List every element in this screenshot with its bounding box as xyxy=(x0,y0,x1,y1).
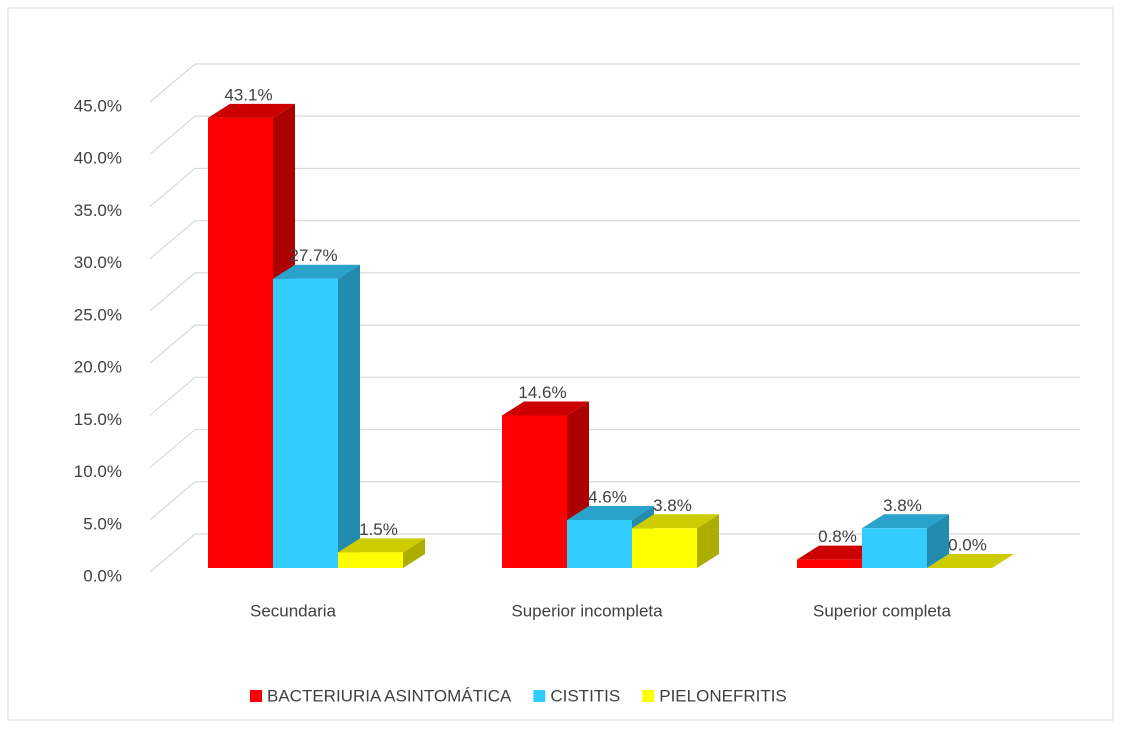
bar xyxy=(797,559,862,568)
y-tick-label: 35.0% xyxy=(74,201,122,220)
data-label: 3.8% xyxy=(883,496,922,515)
grid-line xyxy=(149,63,1080,103)
legend-swatch xyxy=(642,690,655,702)
bar xyxy=(208,117,273,568)
grid-line xyxy=(149,115,1080,155)
grid-line xyxy=(149,167,1080,207)
bar-top xyxy=(208,103,295,118)
data-label: 14.6% xyxy=(518,383,566,402)
grid-line xyxy=(149,481,1080,521)
grid-line xyxy=(149,220,1080,260)
grid-line xyxy=(149,272,1080,312)
bar-top xyxy=(502,401,589,416)
x-tick-label: Secundaria xyxy=(250,601,337,620)
y-tick-label: 30.0% xyxy=(74,253,122,272)
legend-label: PIELONEFRITIS xyxy=(659,686,787,705)
grid-line xyxy=(149,324,1080,364)
y-tick-label: 25.0% xyxy=(74,305,122,324)
data-label: 0.8% xyxy=(818,527,857,546)
data-label: 4.6% xyxy=(588,487,627,506)
bar-side xyxy=(927,514,949,568)
y-tick-label: 45.0% xyxy=(74,96,122,115)
bar xyxy=(502,415,567,568)
legend-swatch xyxy=(250,690,262,702)
x-tick-label: Superior incompleta xyxy=(511,601,663,620)
bar-top xyxy=(338,538,425,553)
bar-side xyxy=(697,514,719,568)
data-label: 27.7% xyxy=(289,246,337,265)
bar-top xyxy=(273,264,360,279)
data-label: 3.8% xyxy=(653,496,692,515)
grid-line xyxy=(149,428,1080,469)
bar xyxy=(632,528,697,568)
data-label: 1.5% xyxy=(359,520,398,539)
data-label: 0.0% xyxy=(948,535,987,554)
legend-label: CISTITIS xyxy=(550,686,620,705)
grid-line xyxy=(149,376,1080,416)
bar xyxy=(273,278,338,568)
y-tick-label: 20.0% xyxy=(74,358,122,377)
bar-side xyxy=(403,538,425,568)
y-tick-label: 10.0% xyxy=(74,462,122,481)
grid-line xyxy=(149,533,1080,573)
y-tick-label: 15.0% xyxy=(74,410,122,429)
chart-frame xyxy=(7,7,1114,721)
legend-swatch xyxy=(533,690,546,702)
y-tick-label: 40.0% xyxy=(74,149,122,168)
legend-label: BACTERIURIA ASINTOMÁTICA xyxy=(267,686,512,705)
bar xyxy=(338,552,403,568)
bar-side xyxy=(338,264,360,568)
x-tick-label: Superior completa xyxy=(813,601,952,620)
y-tick-label: 0.0% xyxy=(83,566,122,585)
bar-top xyxy=(567,505,654,520)
bar-top xyxy=(862,514,949,529)
bar-top xyxy=(927,554,1014,568)
bar xyxy=(862,528,927,568)
y-tick-label: 5.0% xyxy=(83,514,122,533)
data-label: 43.1% xyxy=(224,85,272,104)
bar xyxy=(567,519,632,568)
bar-top xyxy=(632,514,719,529)
